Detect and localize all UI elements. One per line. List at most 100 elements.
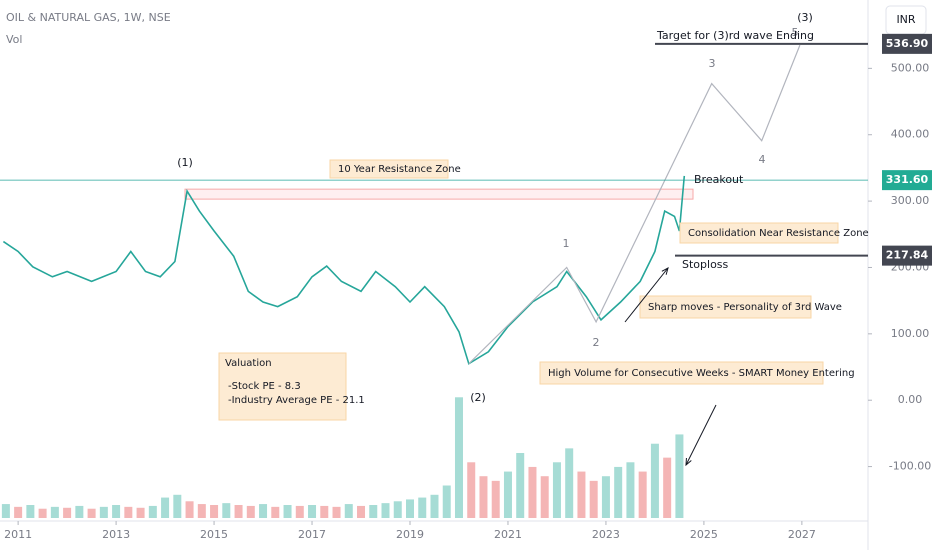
x-tick-label: 2025 — [690, 528, 718, 541]
volume-label: Vol — [6, 33, 22, 46]
annotation-box — [679, 222, 839, 244]
volume-bar — [99, 506, 108, 518]
annotation: 1 — [563, 237, 570, 250]
volume-bar — [516, 453, 525, 518]
arrow-head — [685, 457, 692, 467]
volume-bar — [663, 457, 672, 518]
resistance-zone — [184, 188, 694, 200]
volume-bar — [26, 505, 35, 518]
volume-bar — [540, 476, 549, 518]
volume-bar — [222, 503, 231, 518]
volume-bar — [148, 505, 157, 518]
volume-bar — [614, 466, 623, 518]
volume-bar — [124, 506, 133, 518]
volume-bar — [430, 494, 439, 518]
volume-bar — [63, 507, 72, 518]
volume-bar — [442, 485, 451, 518]
volume-bar — [234, 505, 243, 518]
valuation-title: Valuation — [225, 358, 272, 369]
y-tick-label: 400.00 — [891, 128, 930, 141]
volume-bar — [528, 466, 537, 518]
x-tick-label: 2011 — [4, 528, 32, 541]
x-tick-label: 2027 — [788, 528, 816, 541]
volume-bar — [344, 504, 353, 518]
x-tick-label: 2017 — [298, 528, 326, 541]
annotation: 3 — [709, 57, 716, 70]
volume-bar — [650, 443, 659, 518]
arrow-head — [661, 266, 669, 275]
annotation: (2) — [470, 391, 486, 404]
y-tick-label: -100.00 — [889, 460, 931, 473]
volume-bar — [295, 505, 304, 518]
level-label: 217.84 — [886, 249, 929, 262]
volume-bar — [638, 471, 647, 518]
volume-bar — [393, 501, 402, 518]
y-tick-label: 300.00 — [891, 194, 930, 207]
annotation-box — [329, 159, 449, 179]
volume-bar — [577, 471, 586, 518]
volume-bar — [320, 505, 329, 518]
volume-bar — [308, 505, 317, 518]
volume-bar — [418, 497, 427, 518]
volume-bar — [1, 504, 10, 518]
level-label-bg — [882, 245, 932, 266]
x-tick-label: 2015 — [200, 528, 228, 541]
annotation: 2 — [593, 336, 600, 349]
volume-bar — [210, 505, 219, 518]
x-tick-label: 2013 — [102, 528, 130, 541]
valuation-box — [218, 352, 347, 421]
volume-bar — [14, 506, 23, 518]
volume-bar — [50, 506, 59, 518]
volume-bar — [271, 506, 280, 518]
level-label: 536.90 — [886, 37, 929, 50]
annotation-box-text: Sharp moves - Personality of 3rd Wave — [648, 302, 842, 313]
volume-bar — [357, 505, 366, 518]
volume-bar — [283, 505, 292, 518]
volume-bar — [675, 434, 684, 518]
volume-bar — [87, 508, 96, 518]
volume-bar — [491, 480, 500, 518]
volume-bar — [112, 505, 121, 518]
volume-bar — [589, 480, 598, 518]
annotation: (3) — [797, 11, 813, 24]
volume-bar — [405, 499, 414, 518]
volume-bar — [259, 504, 268, 518]
annotation: Stoploss — [682, 258, 729, 271]
annotation: 4 — [759, 153, 766, 166]
annotation: Breakout — [694, 173, 744, 186]
annotation-box — [539, 361, 824, 385]
currency-label: INR — [896, 13, 915, 26]
volume-bar — [503, 471, 512, 518]
volume-bar — [246, 505, 255, 518]
volume-bar — [136, 507, 145, 518]
annotation-box-text: High Volume for Consecutive Weeks - SMAR… — [548, 368, 855, 379]
volume-bar — [479, 476, 488, 518]
volume-bar — [601, 476, 610, 518]
annotation-box — [639, 295, 812, 319]
volume-bar — [565, 448, 574, 518]
x-tick-label: 2021 — [494, 528, 522, 541]
volume-bar — [185, 501, 194, 518]
level-label: 331.60 — [886, 173, 929, 186]
level-label-bg — [882, 33, 932, 54]
annotation-box-text: 10 Year Resistance Zone — [338, 164, 461, 175]
x-tick-label: 2023 — [592, 528, 620, 541]
y-tick-label: 500.00 — [891, 61, 930, 74]
annotation-box-text: Consolidation Near Resistance Zone — [688, 228, 869, 239]
projection-line — [468, 44, 801, 365]
chart-title: OIL & NATURAL GAS, 1W, NSE — [6, 11, 171, 24]
volume-bar — [369, 505, 378, 518]
annotation: 5 — [792, 26, 799, 39]
annotation: Target for (3)rd wave Ending — [656, 29, 814, 42]
arrow — [624, 267, 669, 323]
volume-bar — [332, 506, 341, 518]
volume-bar — [467, 462, 476, 518]
y-tick-label: 0.00 — [898, 393, 923, 406]
valuation-line: -Stock PE - 8.3 — [228, 381, 301, 392]
volume-bar — [552, 462, 561, 518]
y-tick-label: 100.00 — [891, 327, 930, 340]
volume-bar — [173, 494, 182, 518]
annotation: (1) — [177, 156, 193, 169]
